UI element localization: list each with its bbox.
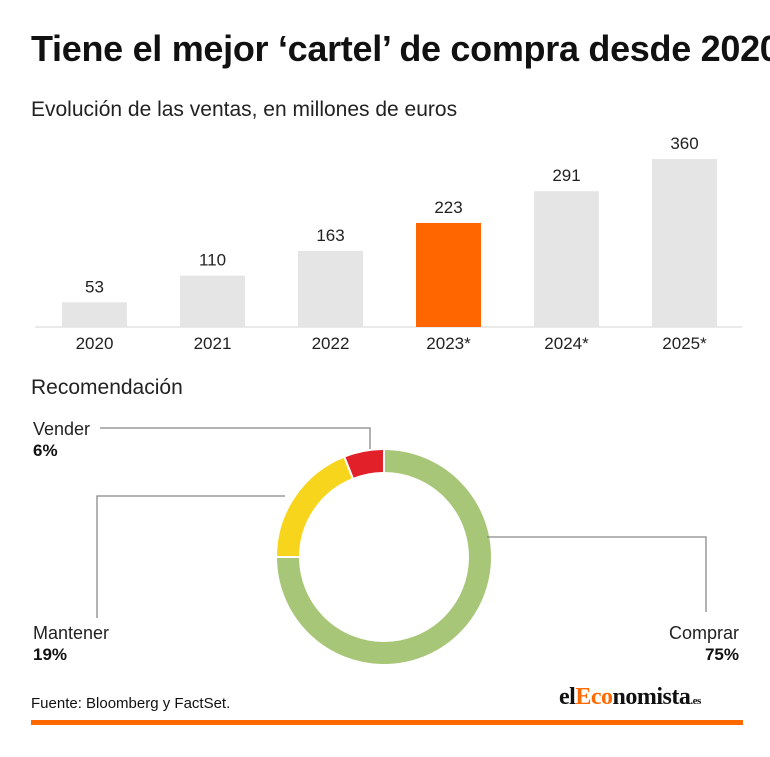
donut-label-comprar: Comprar [669,623,739,643]
chart-title: Tiene el mejor ‘cartel’ de compra desde … [31,28,770,69]
bar-2020 [62,302,127,327]
bar-value-label: 163 [316,226,344,245]
source-note: Fuente: Bloomberg y FactSet. [31,695,231,712]
donut-slice-vender [342,447,385,481]
donut-percent-mantener: 19% [33,645,67,664]
donut-section-title: Recomendación [31,376,183,399]
donut-label-vender: Vender [33,419,90,439]
bar-value-label: 223 [434,198,462,217]
x-tick-label: 2025* [662,334,707,353]
bar-value-label: 360 [670,134,698,153]
donut-label-mantener: Mantener [33,623,109,643]
x-tick-label: 2023* [426,334,471,353]
donut-slice-mantener [274,455,355,558]
mantener-leader-line [96,495,285,618]
vender-leader-line [100,427,371,449]
x-tick-label: 2022 [312,334,350,353]
x-tick-label: 2021 [194,334,232,353]
donut-slice-comprar [274,447,493,666]
bar-value-label: 110 [199,251,226,270]
bar-2025 [652,159,717,327]
comprar-leader-line [487,536,707,612]
x-tick-label: 2024* [544,334,589,353]
bar-2021 [180,275,245,327]
bar-2023 [416,222,481,327]
bar-2024 [534,191,599,327]
bar-2022 [298,250,363,327]
donut-percent-vender: 6% [33,441,58,460]
footer-accent-rule [31,720,743,725]
bar-value-label: 291 [552,166,580,185]
bar-chart-subtitle: Evolución de las ventas, en millones de … [31,98,458,121]
x-tick-label: 2020 [76,334,114,353]
eleconomista-logo: elEconomista.es [559,684,701,710]
bar-value-label: 53 [85,277,104,296]
donut-percent-comprar: 75% [705,645,739,664]
